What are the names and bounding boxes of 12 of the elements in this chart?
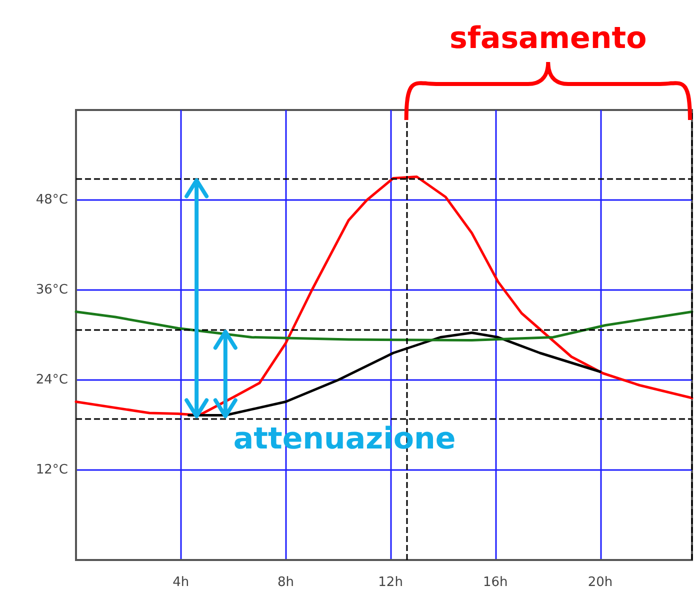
text: sfasamento [450, 21, 647, 56]
x-tick-label: 16h [483, 575, 508, 590]
y-tick-label: 12°C [36, 462, 68, 478]
y-tick-label: 24°C [36, 372, 68, 388]
x-tick-label: 8h [277, 575, 294, 590]
y-tick-label: 48°C [36, 192, 68, 208]
x-tick-label: 4h [172, 575, 190, 590]
y-tick-label: 36°C [36, 282, 68, 298]
line-series [74, 176, 694, 416]
x-tick-label: 12h [378, 575, 403, 590]
line-series [74, 310, 694, 342]
x-tick-label: 20h [588, 575, 613, 590]
